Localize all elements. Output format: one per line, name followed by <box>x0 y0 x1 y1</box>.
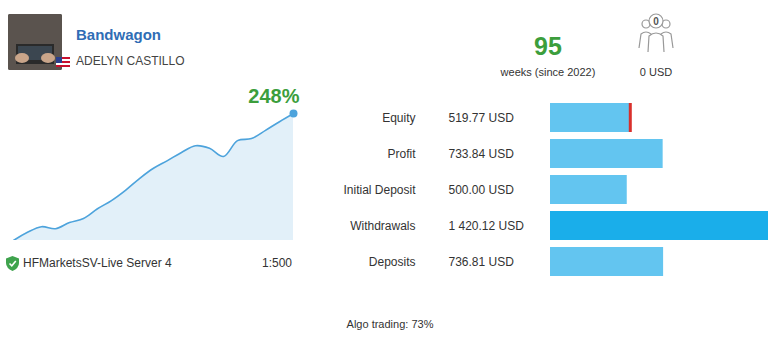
html-text:0: 0 <box>653 16 659 27</box>
svg-text:500.00 USD: 500.00 USD <box>449 183 515 197</box>
html-text:1:500: 1:500 <box>262 256 292 270</box>
svg-text:733.84 USD: 733.84 USD <box>449 147 515 161</box>
svg-text:Deposits: Deposits <box>369 255 416 269</box>
html-text:95: 95 <box>534 32 562 60</box>
svg-text:1 420.12 USD: 1 420.12 USD <box>449 219 525 233</box>
svg-text:Profit: Profit <box>387 147 416 161</box>
svg-text:Withdrawals: Withdrawals <box>350 219 415 233</box>
svg-text:Equity: Equity <box>382 111 415 125</box>
svg-text:519.77 USD: 519.77 USD <box>449 111 515 125</box>
html-text:Algo trading: 73%: Algo trading: 73% <box>346 318 434 330</box>
svg-text:736.81 USD: 736.81 USD <box>449 255 515 269</box>
svg-text:Initial Deposit: Initial Deposit <box>343 183 416 197</box>
html-text:0 USD: 0 USD <box>639 66 673 78</box>
html-text:ADELYN CASTILLO: ADELYN CASTILLO <box>76 54 185 68</box>
html-text:Bandwagon: Bandwagon <box>76 26 161 43</box>
html-text:weeks (since 2022): weeks (since 2022) <box>500 66 596 78</box>
html-text:HFMarketsSV-Live Server 4: HFMarketsSV-Live Server 4 <box>23 256 172 270</box>
svg-text:248%: 248% <box>248 85 299 107</box>
